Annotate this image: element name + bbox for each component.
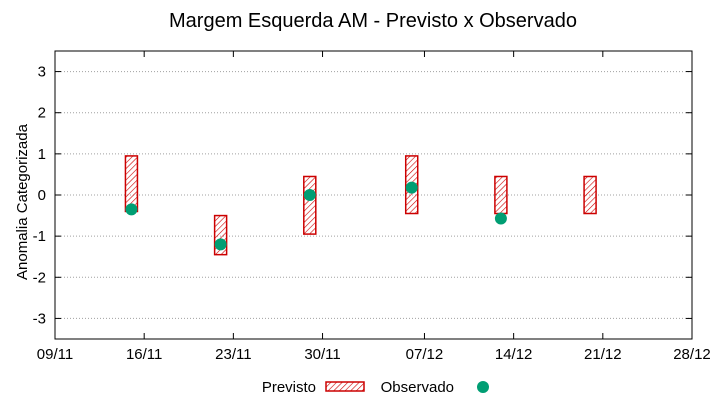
y-axis-label: Anomalia Categorizada: [14, 123, 31, 280]
previsto-range-box: [124, 155, 139, 213]
y-tick-label: 3: [38, 64, 46, 81]
x-tick-label: 14/12: [495, 346, 533, 363]
x-tick-label: 28/12: [673, 346, 711, 363]
legend-swatch-observado: [477, 381, 489, 393]
observado-point: [494, 212, 507, 225]
observado-point: [125, 203, 138, 216]
y-tick-label: -1: [33, 228, 46, 245]
x-tick-label: 16/11: [126, 346, 162, 363]
grid: [55, 71, 692, 319]
chart-title: Margem Esquerda AM - Previsto x Observad…: [169, 10, 577, 32]
marks: [124, 155, 597, 256]
y-tick-label: -3: [33, 310, 46, 327]
x-tick-label: 30/11: [304, 346, 340, 363]
y-ticks: 3 2 1 0 -1 -2 -3: [33, 64, 692, 327]
legend-swatch-previsto: [325, 381, 365, 392]
legend-label-observado: Observado: [381, 379, 454, 396]
observado-point: [405, 181, 418, 194]
x-tick-label: 23/11: [215, 346, 251, 363]
previsto-range-box: [583, 175, 597, 215]
x-tick-label: 21/12: [584, 346, 622, 363]
observado-point: [303, 189, 316, 201]
x-tick-label: 09/11: [37, 346, 73, 363]
y-tick-label: 1: [38, 146, 46, 163]
y-tick-label: 2: [38, 105, 46, 122]
observado-point: [214, 238, 227, 251]
legend-label-previsto: Previsto: [262, 379, 316, 396]
y-tick-label: -2: [33, 269, 46, 286]
legend: Previsto Observado: [262, 379, 489, 396]
x-tick-label: 07/12: [406, 346, 444, 363]
previsto-range-box: [494, 175, 508, 215]
x-ticks: 09/11 16/11 23/11 30/11 07/12 14/12 21/12 28/12: [37, 51, 711, 363]
y-tick-label: 0: [38, 187, 46, 204]
previsto-range-box: [303, 175, 317, 235]
